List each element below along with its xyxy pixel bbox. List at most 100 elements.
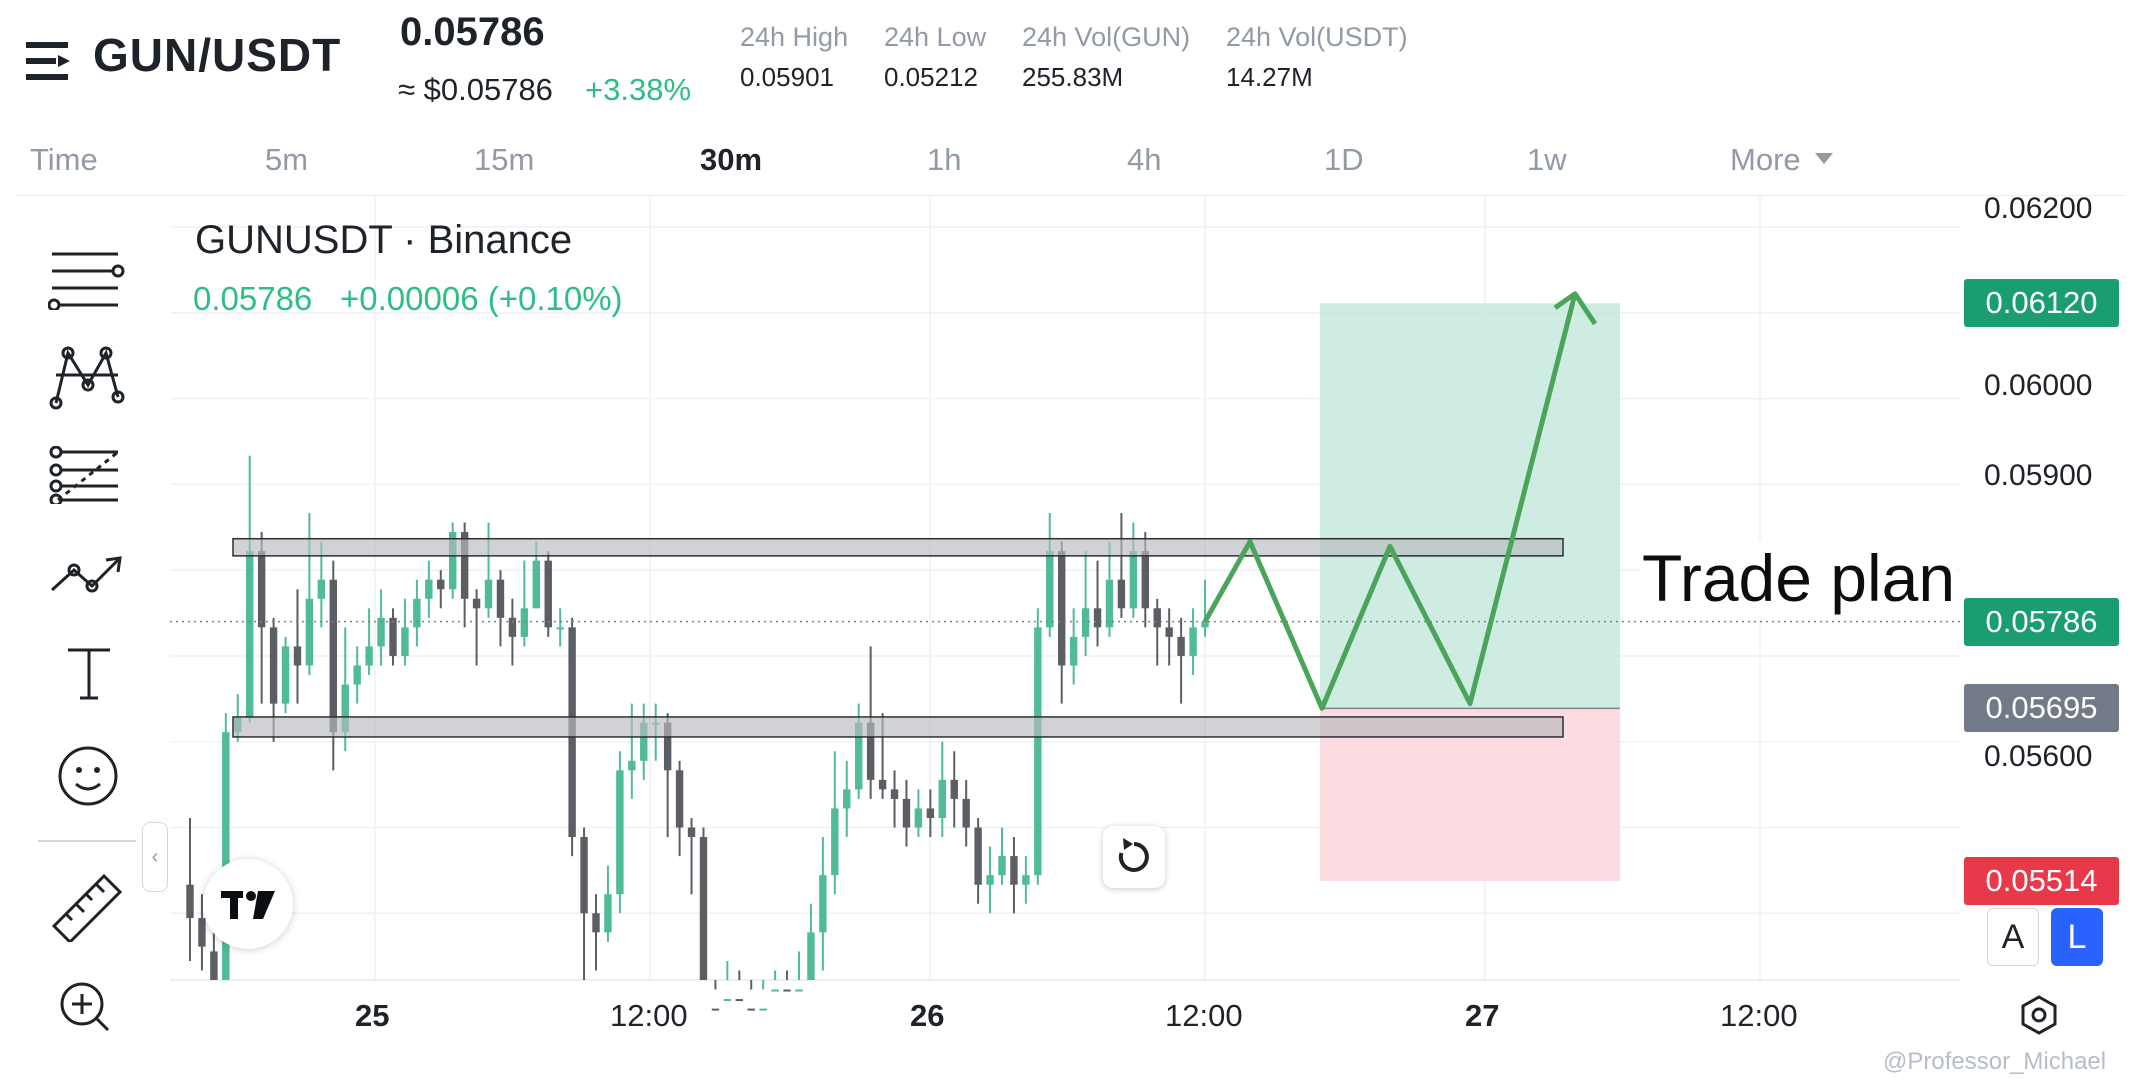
candle <box>723 960 732 1002</box>
log-scale-button[interactable]: L <box>2051 908 2103 966</box>
candle-body <box>198 918 206 947</box>
pair-title[interactable]: GUN/USDT <box>93 29 342 81</box>
tf-time[interactable]: Time <box>30 142 98 177</box>
candle-body <box>532 560 540 609</box>
ruler-icon[interactable] <box>48 870 128 942</box>
candle-body <box>747 1008 755 1011</box>
candle-body <box>341 684 349 733</box>
candle-body <box>437 579 445 590</box>
candle-body <box>843 789 851 809</box>
settings-hexagon-icon[interactable] <box>2018 994 2060 1036</box>
candle-body <box>353 665 361 685</box>
chevron-down-icon[interactable] <box>1814 152 1834 166</box>
candle <box>926 789 935 838</box>
emoji-icon[interactable] <box>48 744 128 810</box>
tf-4h[interactable]: 4h <box>1127 142 1162 177</box>
candle <box>437 570 445 609</box>
candle <box>675 760 684 857</box>
x-tick-label: 27 <box>1465 998 1500 1033</box>
trend-line-icon[interactable] <box>48 552 128 596</box>
candle-body <box>544 560 552 628</box>
candle <box>795 951 803 992</box>
candle-body <box>1141 551 1149 609</box>
menu-lines-icon[interactable] <box>48 248 128 310</box>
tf-1h[interactable]: 1h <box>927 142 962 177</box>
change-percent: +3.38% <box>585 72 692 107</box>
candle <box>1117 512 1126 618</box>
fib-icon[interactable] <box>48 446 128 504</box>
candle-body <box>329 579 337 733</box>
tf-1d[interactable]: 1D <box>1324 142 1364 177</box>
tf-1w[interactable]: 1w <box>1527 142 1567 177</box>
candle-body <box>1201 621 1209 628</box>
candle <box>329 560 337 771</box>
take-profit-zone <box>1320 303 1620 709</box>
candle-body <box>723 999 732 1002</box>
tf-30m[interactable]: 30m <box>700 142 763 177</box>
price-tag-target: 0.06120 <box>1964 279 2119 328</box>
candle-body <box>1069 636 1078 666</box>
candle-body <box>281 646 290 704</box>
candle-body <box>580 837 588 914</box>
candle-body <box>1093 608 1102 628</box>
candle <box>1046 512 1054 637</box>
candle-body <box>1034 627 1042 876</box>
text-tool-icon[interactable] <box>48 646 128 702</box>
candle-body <box>890 789 899 799</box>
candle <box>186 817 194 961</box>
reset-chart-button[interactable] <box>1103 826 1165 888</box>
tf-more[interactable]: More <box>1730 142 1801 177</box>
candle <box>305 512 314 676</box>
pattern-icon[interactable] <box>48 345 128 411</box>
y-tick-label: 0.06000 <box>1984 369 2093 402</box>
candle <box>413 579 421 647</box>
candle-body <box>484 579 493 609</box>
candle <box>890 770 899 828</box>
stat-24h-high-value: 0.05901 <box>740 62 834 92</box>
candle-body <box>926 808 935 818</box>
menu-logo-icon[interactable] <box>26 42 74 82</box>
candle-body <box>210 951 218 980</box>
candle-body <box>938 779 946 818</box>
candle-body <box>640 722 648 761</box>
candle <box>210 932 218 980</box>
candle-body <box>1058 551 1066 666</box>
tf-5m[interactable]: 5m <box>265 142 309 177</box>
auto-scale-button[interactable]: A <box>1987 908 2039 966</box>
candle-body <box>771 989 779 992</box>
trade-zones <box>1320 303 1620 881</box>
x-tick-label: 12:00 <box>1165 998 1243 1033</box>
candle <box>771 970 779 992</box>
toolbar-collapse-handle[interactable]: ‹ <box>142 822 168 892</box>
candle-body <box>866 722 875 780</box>
y-tick-label: 0.05600 <box>1984 740 2093 773</box>
candle-body <box>1046 551 1054 628</box>
candle <box>747 980 755 1011</box>
price-tag-stop: 0.05514 <box>1964 856 2119 905</box>
candle-body <box>950 779 958 799</box>
toolbar-divider <box>38 840 136 842</box>
candle-body <box>1153 608 1161 628</box>
candle-body <box>795 989 803 992</box>
candle-body <box>687 827 696 838</box>
candle-body <box>616 770 624 895</box>
candle <box>783 970 791 992</box>
tradingview-logo[interactable] <box>203 859 293 949</box>
candle-body <box>257 551 266 628</box>
x-tick-label: 12:00 <box>1720 998 1798 1033</box>
candle-body <box>556 627 564 630</box>
candle-body <box>855 722 863 790</box>
candle <box>759 980 767 1011</box>
candle-body <box>317 579 326 599</box>
y-tick-label: 0.06200 <box>1984 192 2093 225</box>
candle <box>1081 551 1090 656</box>
usd-price: ≈ $0.05786 <box>398 72 553 107</box>
stat-24h-low-value: 0.05212 <box>884 62 978 92</box>
candle-body <box>1129 551 1138 609</box>
candle <box>843 760 851 838</box>
tf-15m[interactable]: 15m <box>474 142 535 177</box>
candle <box>1165 608 1173 666</box>
zoom-in-icon[interactable] <box>48 980 128 1036</box>
stat-24h-low-label: 24h Low <box>884 22 987 52</box>
